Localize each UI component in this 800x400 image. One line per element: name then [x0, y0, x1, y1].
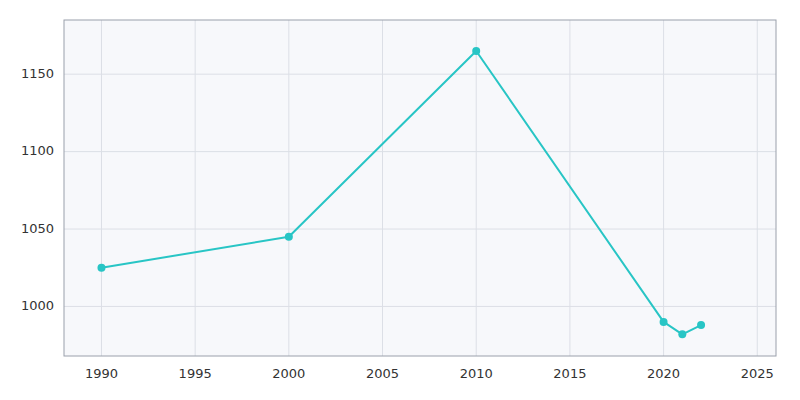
chart-container: 1990 1995 2000 2005 2010 2015 2020 2025 1000 1050… [0, 0, 800, 400]
y-grid-line [64, 74, 776, 75]
data-layer [97, 47, 705, 338]
x-grid-line [382, 20, 383, 356]
x-tick-label: 2025 [741, 366, 774, 381]
x-tick-label: 2000 [272, 366, 305, 381]
x-tick-label: 1995 [179, 366, 212, 381]
y-grid-line [64, 151, 776, 152]
x-tick-label: 2015 [553, 366, 586, 381]
data-point [97, 264, 105, 272]
plot-background [64, 20, 776, 356]
x-grid-line [195, 20, 196, 356]
chart-svg: 1990 1995 2000 2005 2010 2015 2020 2025 1000 1050… [0, 0, 800, 400]
x-tick-label: 2020 [647, 366, 680, 381]
x-tick-label: 1990 [85, 366, 118, 381]
y-tick-label: 1150 [21, 66, 54, 81]
data-point [697, 321, 705, 329]
data-point [678, 330, 686, 338]
x-grid-line [757, 20, 758, 356]
grid [64, 20, 776, 356]
y-tick-label: 1000 [21, 298, 54, 313]
data-point [660, 318, 668, 326]
x-grid-line [663, 20, 664, 356]
data-point [285, 233, 293, 241]
y-tick-label: 1100 [21, 143, 54, 158]
y-tick-label: 1050 [21, 221, 54, 236]
data-point [472, 47, 480, 55]
x-grid-line [101, 20, 102, 356]
data-line [101, 51, 701, 334]
x-grid-line [288, 20, 289, 356]
y-grid-line [64, 306, 776, 307]
y-grid-line [64, 229, 776, 230]
x-tick-label: 2005 [366, 366, 399, 381]
x-tick-label: 2010 [460, 366, 493, 381]
plot-frame [64, 20, 776, 356]
x-grid-line [476, 20, 477, 356]
